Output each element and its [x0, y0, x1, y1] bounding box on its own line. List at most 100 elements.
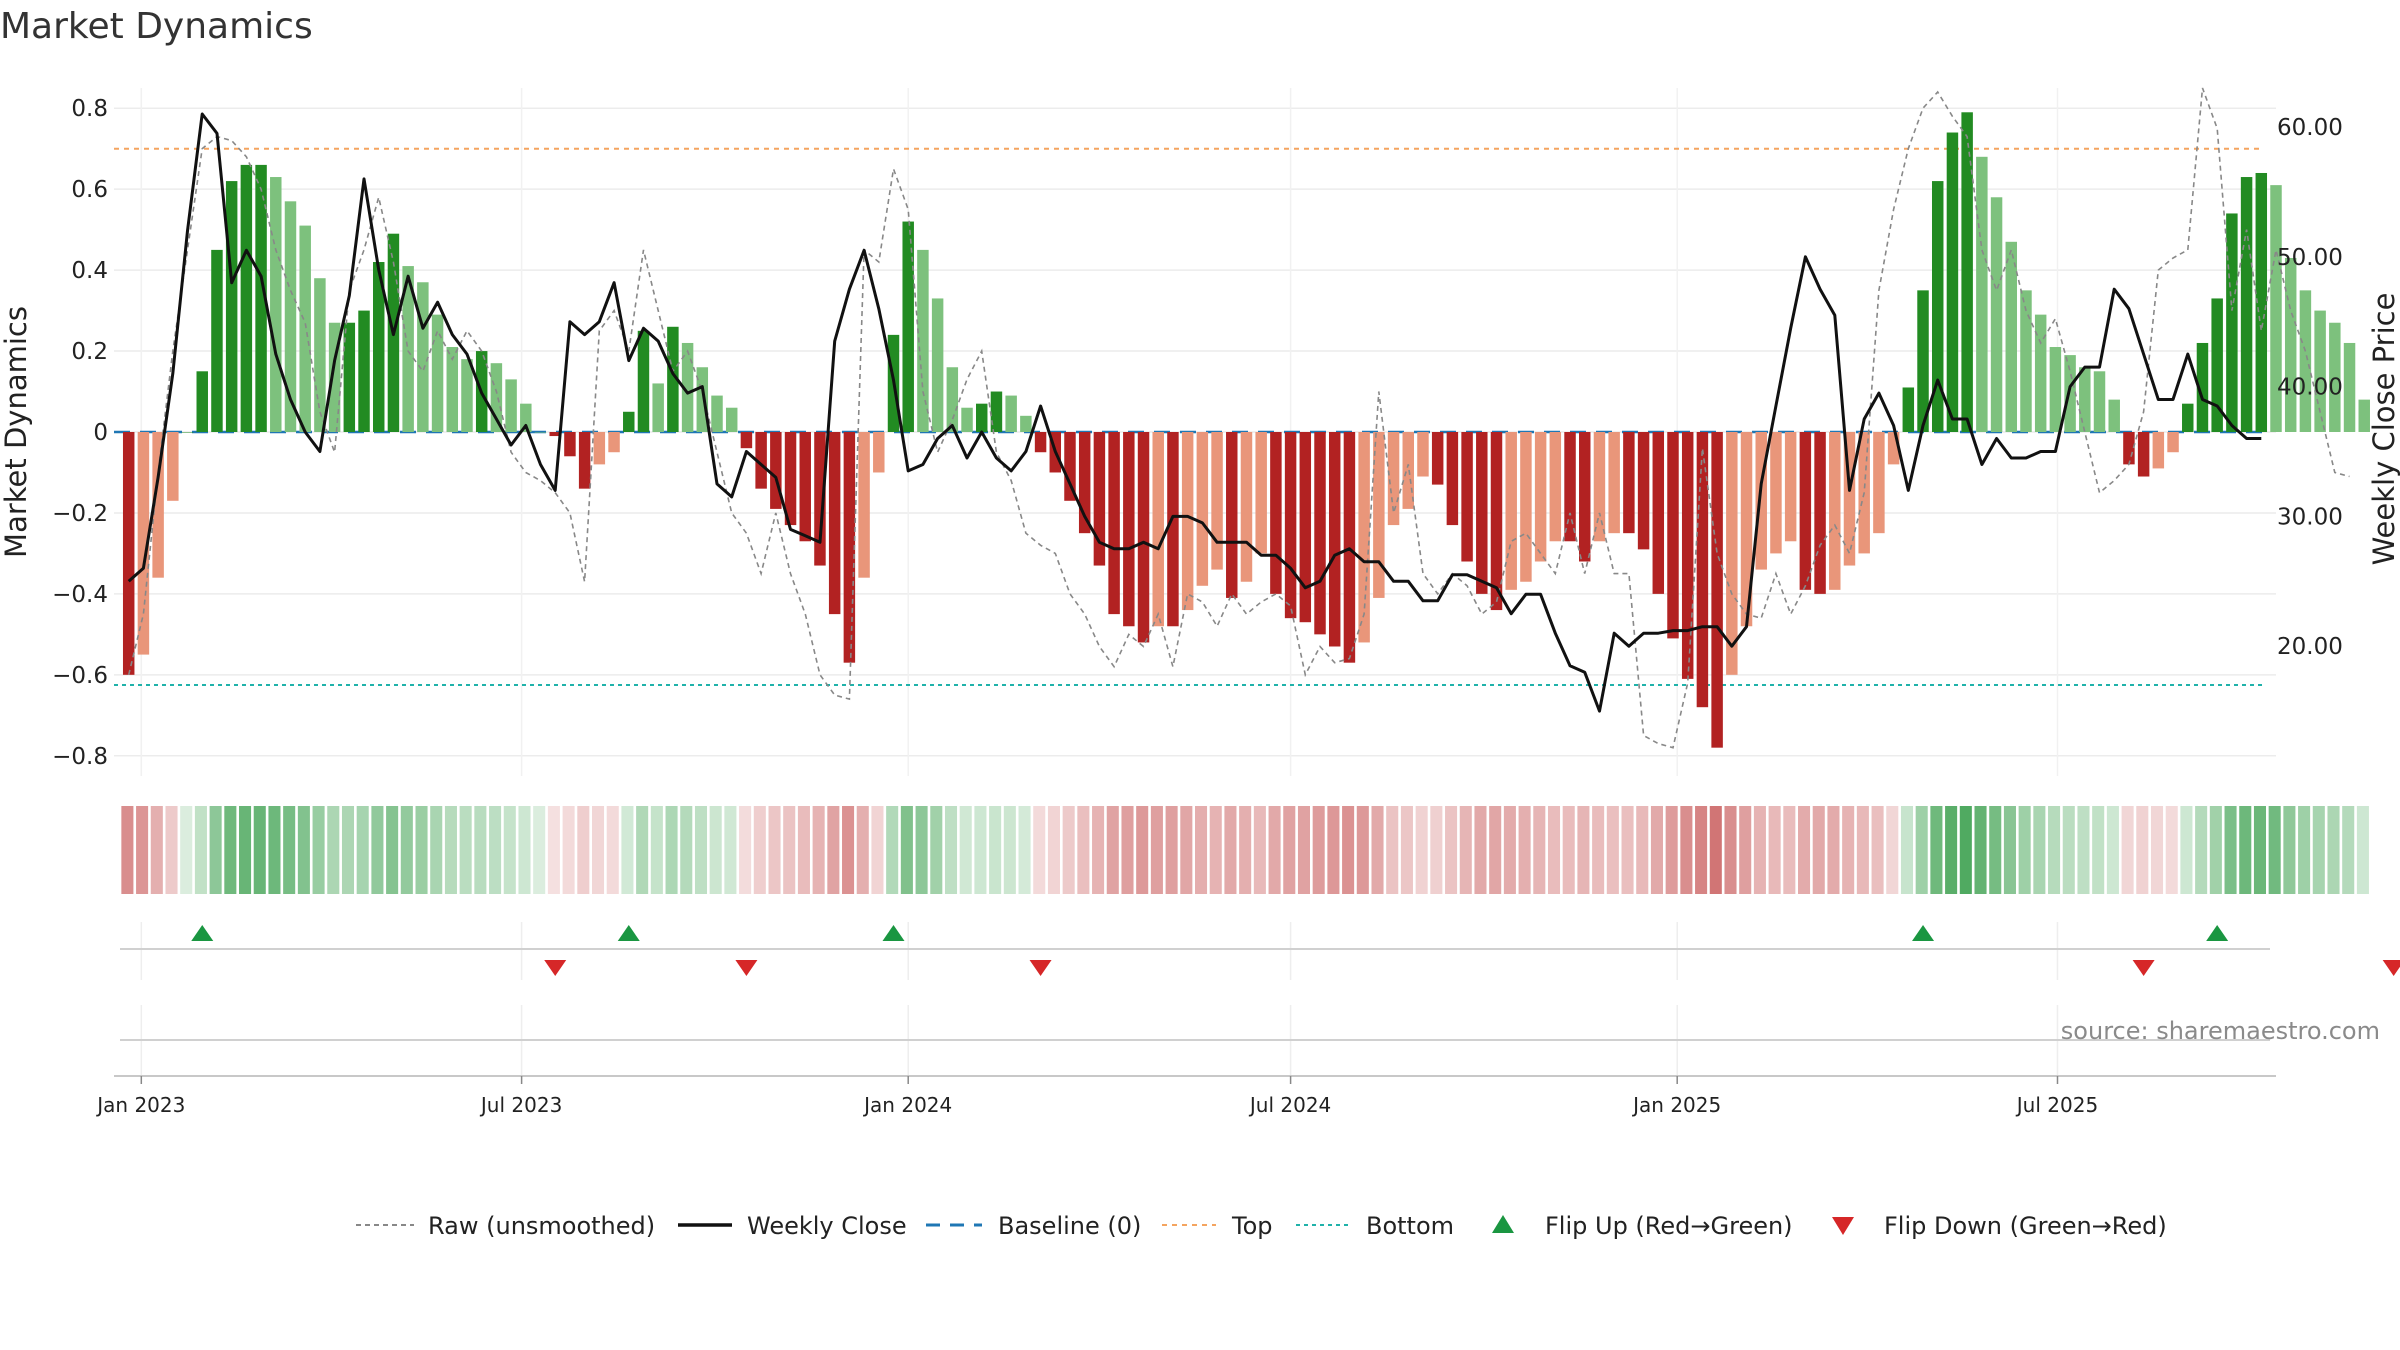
bar [696, 367, 709, 432]
band-cell [783, 806, 796, 894]
band-cell [2062, 806, 2075, 894]
band-cell [2003, 806, 2016, 894]
x-tick-label: Jan 2025 [1631, 1093, 1721, 1117]
bar [931, 298, 944, 432]
band-cell [1680, 806, 1693, 894]
bar [211, 249, 223, 432]
band-cell [312, 806, 325, 894]
bar [328, 322, 341, 432]
band-cell [812, 806, 825, 894]
band-cell [209, 806, 222, 894]
bar [2182, 403, 2194, 432]
band-cell [694, 806, 708, 894]
bar [814, 432, 826, 566]
bar [255, 164, 267, 433]
bar [270, 177, 282, 432]
band-cell [606, 806, 619, 894]
band-cell [1886, 806, 1899, 894]
band-cell [371, 806, 384, 894]
bar [1181, 432, 1194, 611]
bar [1417, 432, 1429, 477]
band-cell [2150, 806, 2164, 894]
bar [1784, 432, 1797, 542]
y-tick-label: 0.4 [71, 258, 108, 284]
bar [314, 278, 326, 432]
band-cell [1356, 806, 1369, 894]
band-cell [1033, 806, 1046, 894]
bar [122, 432, 135, 675]
band-cell [1224, 806, 1237, 894]
bar [1961, 112, 1973, 433]
bar [1637, 432, 1650, 550]
y-tick-label-right: 30.00 [2277, 504, 2343, 530]
bar [2270, 185, 2282, 432]
band-cell [1621, 806, 1634, 894]
legend-label: Bottom [1366, 1212, 1454, 1240]
band-cell [1297, 806, 1311, 894]
band-cell [1768, 806, 1781, 894]
band-cell [1195, 806, 1208, 894]
band-cell [2209, 806, 2222, 894]
bar [652, 383, 664, 432]
band-cell [1150, 806, 1163, 894]
band-cell [577, 806, 590, 894]
band-cell [2180, 806, 2193, 894]
bar [1461, 432, 1473, 562]
band-cell [2298, 806, 2311, 894]
bar [1681, 432, 1694, 679]
bar [711, 395, 723, 432]
band-cell [1489, 806, 1502, 894]
bar [1431, 432, 1444, 485]
band-cell [1842, 806, 1855, 894]
band-cell [1371, 806, 1384, 894]
band-cell [489, 806, 502, 894]
flip-up-marker [2206, 925, 2229, 941]
bar [1093, 432, 1106, 566]
y-tick-label: 0.8 [71, 96, 108, 122]
flip-down-marker [1029, 960, 1052, 976]
bar [299, 225, 311, 432]
bar [2358, 399, 2370, 432]
band-cell [768, 806, 781, 894]
bar [608, 432, 620, 453]
bar [1299, 432, 1312, 623]
y-tick-label-right: 50.00 [2277, 245, 2343, 271]
band-cell [2327, 806, 2340, 894]
bar [1549, 432, 1562, 542]
bar [755, 432, 767, 489]
bar [1034, 432, 1047, 453]
bar [402, 266, 414, 432]
bar [990, 391, 1003, 432]
bar [637, 330, 650, 432]
band-cell [856, 806, 869, 894]
band-cell [165, 806, 178, 894]
band-cell [1445, 806, 1458, 894]
bar [564, 432, 576, 457]
band-cell [974, 806, 987, 894]
x-tick-label: Jul 2025 [2015, 1093, 2098, 1117]
band-cell [2048, 806, 2061, 894]
legend-label: Raw (unsmoothed) [428, 1212, 655, 1240]
bar [1873, 432, 1885, 534]
band-cell [341, 806, 355, 894]
bar [1005, 395, 1017, 432]
bar [2299, 290, 2312, 432]
bar [1211, 432, 1223, 570]
bar [343, 322, 356, 432]
band-cell [2224, 806, 2237, 894]
band-cell [1753, 806, 1766, 894]
legend-label: Top [1231, 1212, 1273, 1240]
band-cell [1606, 806, 1619, 894]
band-cell [1930, 806, 1943, 894]
band-cell [1900, 806, 1914, 894]
band-cell [1783, 806, 1796, 894]
bar [490, 363, 503, 432]
band-cell [2342, 806, 2355, 894]
y-axis-label-left: Market Dynamics [0, 306, 33, 558]
band-cell [1239, 806, 1252, 894]
band-cell [533, 806, 546, 894]
bar [358, 310, 370, 432]
y-axis-label-right: Weekly Close Price [2367, 293, 2400, 566]
bar [2034, 314, 2047, 432]
